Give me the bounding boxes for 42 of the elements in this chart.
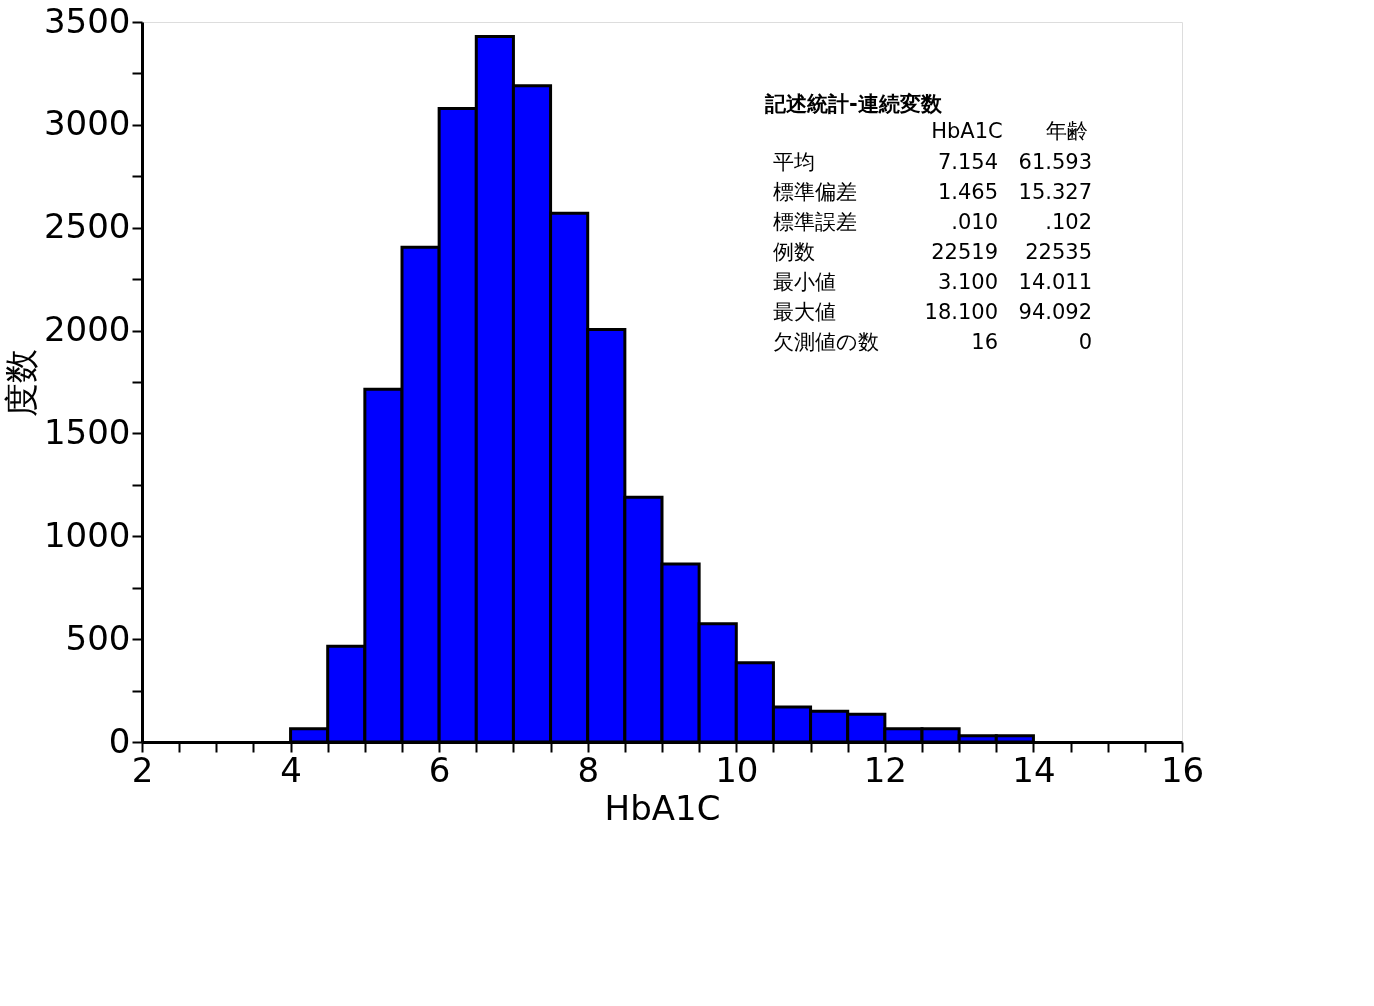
annotation: 0	[1078, 330, 1092, 354]
annotation: 61.593	[1018, 150, 1092, 174]
annotation: 1.465	[937, 180, 998, 204]
y-tick-label: 1000	[43, 514, 131, 555]
y-tick-label: 3000	[43, 103, 131, 144]
annotation: 記述統計-連続変数	[764, 92, 943, 116]
annotation: 22519	[931, 240, 998, 264]
annotation: 15.327	[1018, 180, 1092, 204]
x-tick-label: 2	[131, 749, 154, 790]
x-tick-label: 14	[1012, 749, 1056, 790]
y-tick-label: 2500	[43, 206, 131, 247]
annotation: 最大値	[773, 300, 836, 324]
annotation: 例数	[773, 240, 815, 264]
x-tick-label: 6	[428, 749, 451, 790]
annotation: 年齢	[1046, 119, 1088, 143]
annotation: HbA1C	[931, 119, 1003, 143]
annotation: 7.154	[937, 150, 998, 174]
y-axis-title: 度数	[0, 348, 41, 417]
annotation: 22535	[1025, 240, 1092, 264]
y-tick-label: 3500	[43, 0, 131, 41]
x-axis-title: HbA1C	[604, 787, 721, 828]
annotation: 平均	[773, 150, 815, 174]
annotation: 最小値	[773, 270, 836, 294]
x-tick-label: 12	[863, 749, 907, 790]
annotation: 標準誤差	[773, 210, 857, 234]
annotation: .102	[1045, 210, 1092, 234]
annotation: .010	[951, 210, 998, 234]
annotation: 94.092	[1018, 300, 1092, 324]
x-tick-label: 16	[1160, 749, 1205, 790]
y-tick-label: 500	[65, 617, 131, 658]
x-tick-label: 4	[280, 749, 302, 790]
annotation: 標準偏差	[773, 180, 857, 204]
annotation: 18.100	[924, 300, 998, 324]
x-tick-label: 8	[577, 749, 600, 790]
annotation: 16	[971, 330, 998, 354]
y-tick-label: 0	[108, 720, 131, 761]
annotation: 14.011	[1018, 270, 1092, 294]
y-tick-label: 1500	[43, 411, 131, 452]
x-tick-label: 10	[715, 749, 759, 790]
annotation: 3.100	[937, 270, 998, 294]
annotation: 欠測値の数	[773, 330, 879, 354]
y-tick-label: 2000	[43, 309, 131, 350]
